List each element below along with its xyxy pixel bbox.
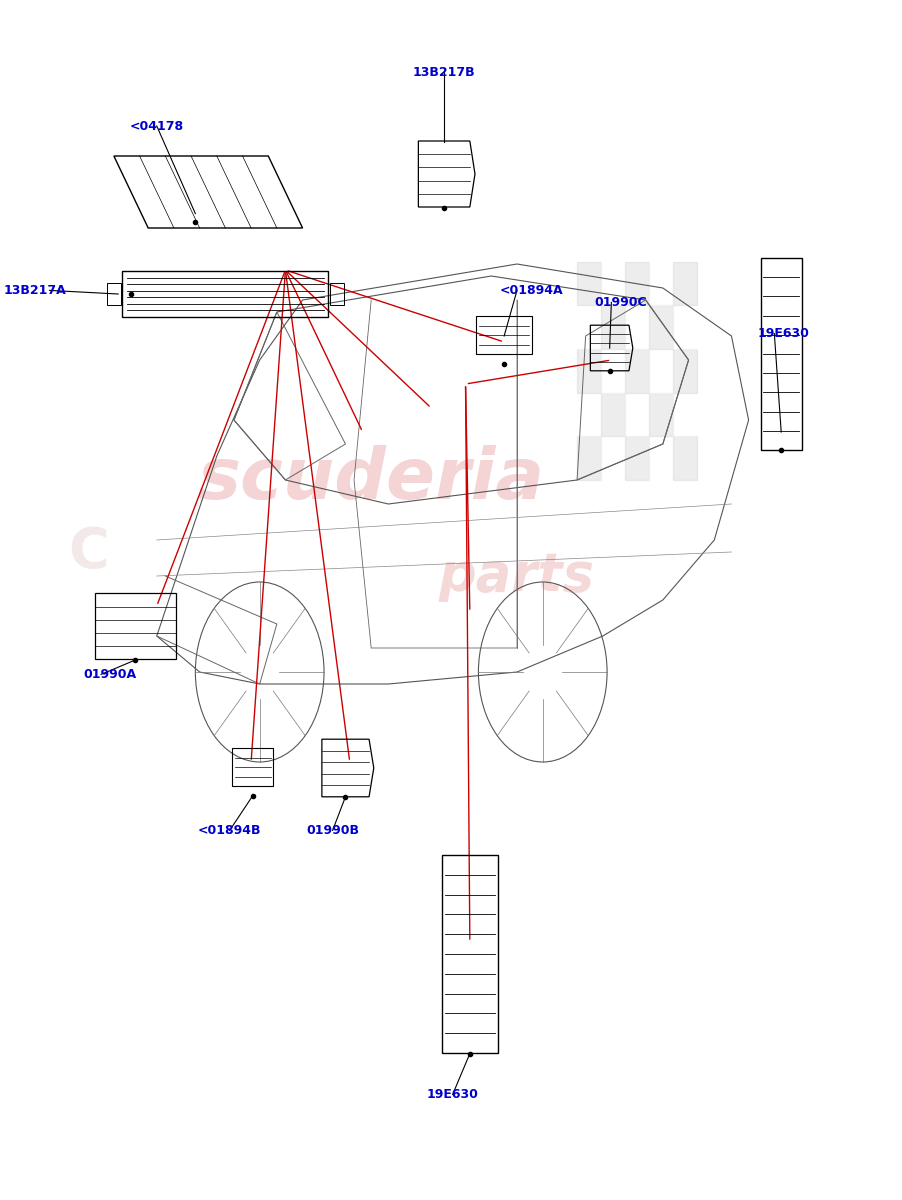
Text: scuderia: scuderia — [198, 445, 544, 515]
Bar — [672, 437, 696, 480]
Text: <04178: <04178 — [130, 120, 184, 132]
Text: 19E630: 19E630 — [757, 328, 808, 340]
Text: 01990C: 01990C — [594, 296, 646, 308]
Bar — [601, 349, 624, 392]
Text: 01990A: 01990A — [84, 668, 137, 680]
Bar — [759, 258, 801, 450]
Bar — [601, 262, 624, 305]
Bar — [576, 262, 601, 305]
Bar — [672, 262, 696, 305]
Bar — [601, 392, 624, 437]
Bar — [576, 349, 601, 392]
Bar — [649, 437, 672, 480]
Text: C: C — [68, 526, 108, 578]
Bar — [624, 305, 649, 349]
Text: 01990B: 01990B — [306, 824, 359, 836]
Bar — [107, 282, 121, 305]
Bar — [329, 282, 344, 305]
Bar — [576, 392, 601, 437]
Bar — [624, 349, 649, 392]
Bar — [475, 316, 531, 354]
Bar — [649, 262, 672, 305]
Bar — [672, 349, 696, 392]
Bar — [649, 305, 672, 349]
Text: parts: parts — [438, 550, 594, 602]
Text: <01894A: <01894A — [500, 284, 563, 296]
Bar — [649, 392, 672, 437]
Bar — [95, 594, 176, 660]
Bar — [672, 392, 696, 437]
Bar — [441, 854, 497, 1054]
Text: 19E630: 19E630 — [427, 1088, 478, 1100]
Bar — [601, 437, 624, 480]
Bar — [232, 749, 273, 786]
Bar — [624, 437, 649, 480]
Text: 13B217B: 13B217B — [412, 66, 474, 78]
Bar — [624, 392, 649, 437]
Bar — [576, 437, 601, 480]
Text: <01894B: <01894B — [198, 824, 262, 836]
Bar — [624, 262, 649, 305]
Bar — [123, 271, 328, 317]
Bar — [672, 305, 696, 349]
Bar — [601, 305, 624, 349]
Text: 13B217A: 13B217A — [4, 284, 67, 296]
Bar — [649, 349, 672, 392]
Bar — [576, 305, 601, 349]
